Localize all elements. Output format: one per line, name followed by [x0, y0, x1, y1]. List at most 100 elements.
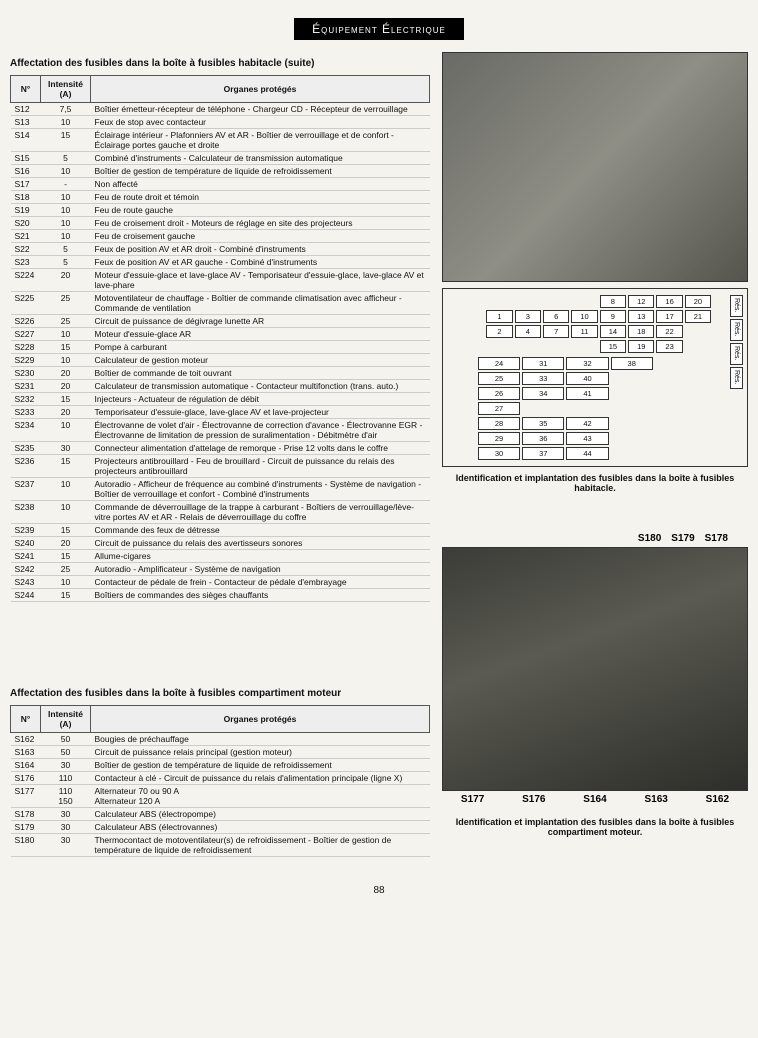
fuse-cell: 40	[566, 372, 608, 385]
photo-habitacle	[442, 52, 748, 282]
table-row: S24225Autoradio - Amplificateur - Systèm…	[11, 563, 430, 576]
th-desc: Organes protégés	[91, 706, 430, 733]
fuse-cell: 26	[478, 387, 520, 400]
table-row: S177110 150Alternateur 70 ou 90 A Altern…	[11, 785, 430, 808]
fuse-label: S176	[522, 794, 545, 805]
fuse-cell: 3	[515, 310, 541, 323]
table-row: S23120Calculateur de transmission automa…	[11, 380, 430, 393]
table-row: S23710Autoradio - Afficheur de fréquence…	[11, 478, 430, 501]
fuse-cell: 2	[486, 325, 512, 338]
th-intensity: Intensité (A)	[41, 76, 91, 103]
caption-habitacle: Identification et implantation des fusib…	[442, 473, 748, 493]
fuse-cell: 31	[522, 357, 564, 370]
fuse-cell: 37	[522, 447, 564, 460]
fuse-cell: 41	[566, 387, 608, 400]
fuse-table-habitacle: N° Intensité (A) Organes protégés S127,5…	[10, 75, 430, 602]
fuse-cell: 28	[478, 417, 520, 430]
fuse-cell: 44	[566, 447, 608, 460]
fuse-cell: 13	[628, 310, 654, 323]
table-row: S23810Commande de déverrouillage de la t…	[11, 501, 430, 524]
table-row: S23215Injecteurs - Actuateur de régulati…	[11, 393, 430, 406]
table-row: S155Combiné d'instruments - Calculateur …	[11, 152, 430, 165]
fuse-cell: 32	[566, 357, 608, 370]
fuse-cell: 34	[522, 387, 564, 400]
table-row: S2010Feu de croisement droit - Moteurs d…	[11, 217, 430, 230]
th-intensity: Intensité (A)	[41, 706, 91, 733]
fuse-cell: 8	[600, 295, 626, 308]
fuse-cell: 17	[656, 310, 682, 323]
th-desc: Organes protégés	[91, 76, 430, 103]
table-row: S16250Bougies de préchauffage	[11, 733, 430, 746]
fuse-table-moteur: N° Intensité (A) Organes protégés S16250…	[10, 705, 430, 857]
fuse-label: S178	[705, 533, 728, 544]
table-row: S1610Boîtier de gestion de température d…	[11, 165, 430, 178]
fuse-cell: 18	[628, 325, 654, 338]
table-row: S18030Thermocontact de motoventilateur(s…	[11, 834, 430, 857]
table-row: S22815Pompe à carburant	[11, 341, 430, 354]
caption-moteur: Identification et implantation des fusib…	[442, 817, 748, 837]
table1-title: Affectation des fusibles dans la boîte à…	[10, 58, 430, 69]
table-row: S22525Motoventilateur de chauffage - Boî…	[11, 292, 430, 315]
table-row: S23530Connecteur alimentation d'attelage…	[11, 442, 430, 455]
fuse-cell: 35	[522, 417, 564, 430]
table-row: S1415Éclairage intérieur - Plafonniers A…	[11, 129, 430, 152]
table-row: S1310Feux de stop avec contacteur	[11, 116, 430, 129]
fuse-cell: 1	[486, 310, 512, 323]
fuse-label: S164	[583, 794, 606, 805]
fuse-cell: 11	[571, 325, 597, 338]
photo-moteur	[442, 547, 748, 792]
table-row: S24310Contacteur de pédale de frein - Co…	[11, 576, 430, 589]
reserve-cell: Rés.	[730, 367, 743, 389]
fuse-cell: 22	[656, 325, 682, 338]
fuse-label: S179	[671, 533, 694, 544]
fuse-cell: 6	[543, 310, 569, 323]
table-row: S23410Électrovanne de volet d'air - Élec…	[11, 419, 430, 442]
fuse-cell: 23	[656, 340, 682, 353]
reserve-cell: Rés.	[730, 295, 743, 317]
fuse-label: S180	[638, 533, 661, 544]
fuse-cell: 9	[600, 310, 626, 323]
fuse-cell: 12	[628, 295, 654, 308]
fuse-cell: 20	[685, 295, 711, 308]
fuse-cell: 33	[522, 372, 564, 385]
table-row: S17-Non affecté	[11, 178, 430, 191]
th-no: N°	[11, 706, 41, 733]
table-row: S22710Moteur d'essuie-glace AR	[11, 328, 430, 341]
table-row: S16430Boîtier de gestion de température …	[11, 759, 430, 772]
fuse-cell: 30	[478, 447, 520, 460]
fuse-cell: 10	[571, 310, 597, 323]
fuse-cell: 29	[478, 432, 520, 445]
fuse-cell: 25	[478, 372, 520, 385]
table-row: S22910Calculateur de gestion moteur	[11, 354, 430, 367]
table-row: S17830Calculateur ABS (électropompe)	[11, 808, 430, 821]
fuse-cell: 16	[656, 295, 682, 308]
fuse-cell: 38	[611, 357, 653, 370]
section-banner: Équipement Électrique	[294, 18, 464, 40]
fuse-cell: 42	[566, 417, 608, 430]
table-row: S2110Feu de croisement gauche	[11, 230, 430, 243]
fuse-label: S162	[706, 794, 729, 805]
table-row: S23020Boîtier de commande de toit ouvran…	[11, 367, 430, 380]
table-row: S127,5Boîtier émetteur-récepteur de télé…	[11, 103, 430, 116]
table-row: S23915Commande des feux de détresse	[11, 524, 430, 537]
fuse-cell: 4	[515, 325, 541, 338]
table-row: S24020Circuit de puissance du relais des…	[11, 537, 430, 550]
th-no: N°	[11, 76, 41, 103]
fuse-cell: 7	[543, 325, 569, 338]
table-row: S16350Circuit de puissance relais princi…	[11, 746, 430, 759]
fuse-cell: 14	[600, 325, 626, 338]
table2-title: Affectation des fusibles dans la boîte à…	[10, 688, 430, 699]
table-row: S17930Calculateur ABS (électrovannes)	[11, 821, 430, 834]
fuse-cell: 27	[478, 402, 520, 415]
table-row: S1810Feu de route droit et témoin	[11, 191, 430, 204]
table-row: S235Feux de position AV et AR gauche - C…	[11, 256, 430, 269]
diagram-habitacle: 812162013610913172124711141822151923 243…	[442, 288, 748, 467]
table-row: S24115Allume-cigares	[11, 550, 430, 563]
fuse-cell: 21	[685, 310, 711, 323]
fuse-label: S177	[461, 794, 484, 805]
reserve-cell: Rés.	[730, 343, 743, 365]
fuse-cell: 15	[600, 340, 626, 353]
reserve-cell: Rés.	[730, 319, 743, 341]
fuse-label: S163	[644, 794, 667, 805]
table-row: S22625Circuit de puissance de dégivrage …	[11, 315, 430, 328]
